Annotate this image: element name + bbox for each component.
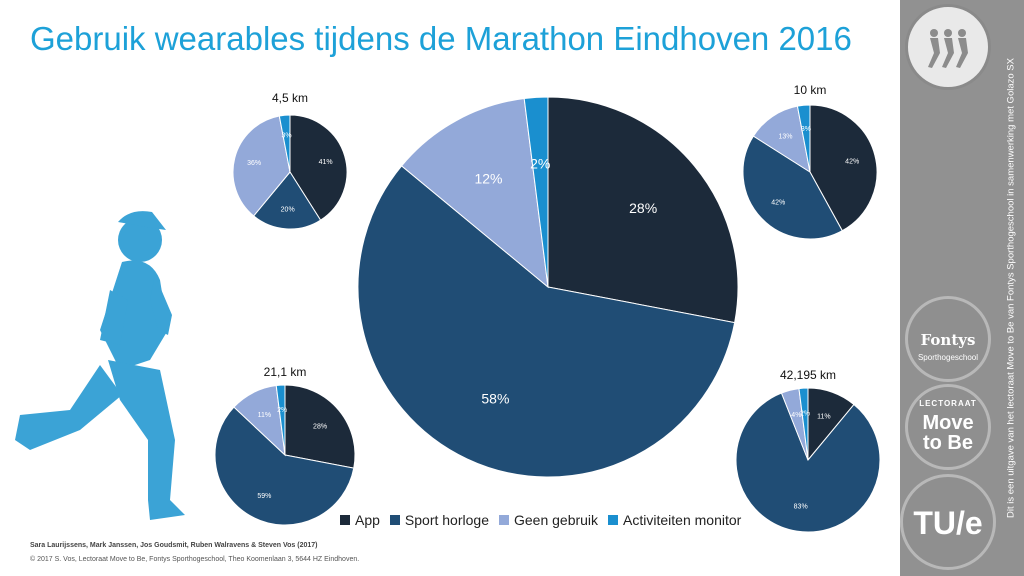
pie-3-slice-app — [284, 384, 356, 469]
pie-2-title: 10 km — [794, 83, 827, 97]
pie-0-slice-sport-horloge — [357, 165, 736, 478]
legend-label-app: App — [355, 512, 380, 528]
pie-1-label-activiteiten-monitor: 3% — [281, 133, 291, 140]
sidebar-caption: Dit is een uitgave van het lectoraat Mov… — [1005, 58, 1017, 518]
pie-chart-1: 41% 20% 36% 3% 4,5 km — [232, 91, 348, 230]
move-logo-tobe: to Be — [923, 432, 973, 454]
pie-3-label-activiteiten-monitor: 2% — [277, 407, 287, 414]
pie-2-label-geen-gebruik: 13% — [779, 133, 793, 140]
legend-item-sport-horloge: Sport horloge — [389, 512, 489, 528]
legend-label-geen-gebruik: Geen gebruik — [513, 512, 599, 528]
pie-2-label-app: 42% — [845, 159, 859, 166]
pie-chart-4: 11% 83% 4%2% 42,195 km — [735, 368, 881, 533]
credits-text: Sara Laurijssens, Mark Janssen, Jos Goud… — [30, 542, 318, 549]
runners-logo-icon — [928, 29, 968, 68]
pie-2-label-sport-horloge: 42% — [771, 199, 785, 206]
legend-label-activiteiten-monitor: Activiteiten monitor — [623, 512, 742, 528]
legend-swatch-app — [340, 515, 350, 525]
runners-logo — [905, 4, 991, 90]
pie-1-label-app: 41% — [319, 159, 333, 166]
legend-item-app: App — [340, 512, 380, 528]
pie-1-slice-geen-gebruik — [232, 115, 291, 217]
pie-4-label-app: 11% — [817, 413, 831, 420]
legend-label-sport-horloge: Sport horloge — [404, 512, 489, 528]
legend-item-geen-gebruik: Geen gebruik — [498, 512, 599, 528]
pie-chart-2: 42% 42% 13% 3% 10 km — [742, 83, 878, 240]
fontys-logo: Fontys Sporthogeschool — [905, 296, 991, 382]
pie-4-label-sport-horloge: 83% — [794, 504, 808, 511]
pie-0-slice-app — [547, 96, 739, 324]
pie-0-label-activiteiten-monitor: 2% — [530, 156, 550, 172]
tue-logo-text: TU/e — [913, 505, 983, 541]
move-logo-lectoraat: LECTORAAT — [919, 399, 977, 408]
pie-chart-0: 28% 58% 12% 2% — [357, 96, 739, 478]
pie-1-label-sport-horloge: 20% — [281, 206, 295, 213]
pie-0-slice-activiteiten-monitor — [523, 96, 549, 288]
fontys-logo-name: Fontys — [920, 331, 976, 349]
pie-1-slice-sport-horloge — [252, 171, 322, 230]
pie-3-title: 21,1 km — [264, 365, 307, 379]
pie-4-label-geen-gebruik: 4% — [791, 412, 801, 419]
runner-silhouette — [15, 211, 185, 520]
page-title: Gebruik wearables tijdens de Marathon Ei… — [30, 20, 852, 57]
pie-4-slice-sport-horloge — [735, 392, 881, 533]
move-logo-move: Move — [922, 412, 974, 434]
pie-2-slice-sport-horloge — [742, 135, 843, 240]
pie-4-slice-activiteiten-monitor — [798, 387, 809, 461]
pie-0-label-sport-horloge: 58% — [481, 391, 509, 407]
pie-3-slice-sport-horloge — [214, 406, 355, 526]
pie-1-title: 4,5 km — [272, 91, 308, 105]
tue-logo: TU/e — [900, 474, 996, 570]
legend-swatch-activiteiten-monitor — [608, 515, 619, 525]
pie-2-slice-activiteiten-monitor — [796, 104, 811, 173]
sidebar-vertical-text: Dit is een uitgave van het lectoraat Mov… — [1000, 0, 1022, 576]
legend-swatch-geen-gebruik — [498, 515, 509, 525]
move-logo-text: Move to Be — [908, 413, 988, 453]
pie-2-slice-app — [809, 104, 878, 232]
pie-chart-3: 28% 59% 11% 2% 21,1 km — [214, 365, 356, 526]
pie-2-label-activiteiten-monitor: 3% — [801, 126, 811, 133]
pie-1-label-geen-gebruik: 36% — [247, 160, 261, 167]
pie-3-slice-activiteiten-monitor — [275, 384, 286, 456]
legend-item-activiteiten-monitor: Activiteiten monitor — [608, 512, 741, 528]
pie-3-label-sport-horloge: 59% — [257, 493, 271, 500]
pie-3-label-geen-gebruik: 11% — [258, 412, 272, 419]
pie-1-slice-activiteiten-monitor — [278, 114, 291, 173]
fontys-logo-sub: Sporthogeschool — [917, 353, 979, 362]
charts-canvas: 28% 58% 12% 2% 41% 20% 36% 3% 4,5 km 42% 42% 13% 3% 1… — [15, 83, 881, 533]
move-to-be-logo: LECTORAAT Move to Be — [905, 384, 991, 470]
chart-legend: App Sport horloge Geen gebruik Activitei… — [340, 512, 751, 528]
pie-4-label-activiteiten-monitor: 2% — [800, 411, 810, 418]
pie-0-label-geen-gebruik: 12% — [474, 171, 502, 187]
pie-3-label-app: 28% — [313, 423, 327, 430]
pie-2-slice-geen-gebruik — [752, 105, 811, 174]
pie-0-label-app: 28% — [629, 200, 657, 216]
copyright-text: © 2017 S. Vos, Lectoraat Move to Be, Fon… — [30, 556, 360, 563]
legend-swatch-sport-horloge — [389, 515, 400, 525]
pie-4-title: 42,195 km — [780, 368, 836, 382]
pie-0-slice-geen-gebruik — [400, 97, 549, 289]
